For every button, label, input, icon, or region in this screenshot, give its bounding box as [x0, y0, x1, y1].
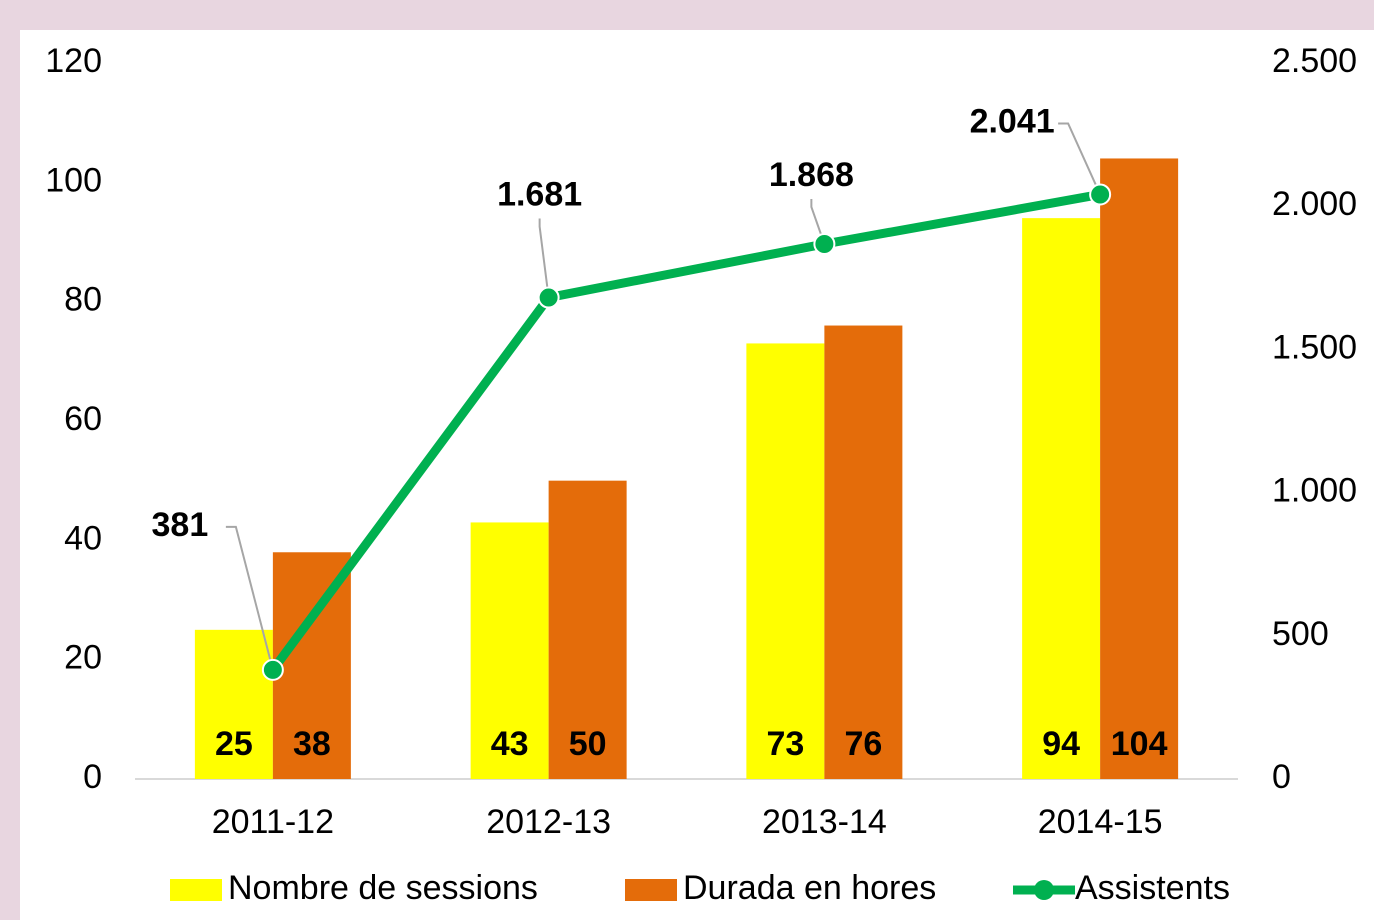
y-tick-label: 120 — [45, 42, 102, 80]
bar-label: 43 — [491, 725, 529, 763]
bar — [824, 325, 903, 779]
x-tick-label: 2013-14 — [762, 803, 887, 841]
bar — [1100, 158, 1179, 779]
bar — [272, 552, 351, 779]
bar — [746, 343, 825, 779]
leader-line — [1058, 122, 1102, 195]
line-label: 1.681 — [497, 176, 582, 214]
y-tick-label: 100 — [45, 161, 102, 199]
line-marker — [537, 286, 560, 309]
bar-label: 25 — [215, 725, 253, 763]
y2-tick-label: 2.500 — [1272, 42, 1357, 80]
line-marker — [261, 658, 284, 681]
leader-line — [538, 218, 550, 298]
legend-label: Durada en hores — [683, 869, 936, 907]
x-tick-label: 2014-15 — [1038, 803, 1163, 841]
bar — [1022, 218, 1101, 780]
bar-label: 76 — [844, 725, 882, 763]
line — [269, 190, 1101, 673]
bar-label: 50 — [569, 725, 607, 763]
y2-tick-label: 500 — [1272, 615, 1329, 653]
legend-label: Nombre de sessions — [228, 869, 538, 907]
x-tick-label: 2011-12 — [212, 803, 334, 841]
legend-swatch — [625, 879, 677, 901]
leader-line — [810, 199, 826, 245]
bar — [194, 629, 273, 779]
bar-label: 104 — [1111, 725, 1168, 763]
y-tick-label: 60 — [64, 400, 102, 438]
line-label: 1.868 — [769, 156, 854, 194]
line-marker — [813, 233, 836, 256]
line-label: 381 — [152, 506, 209, 544]
legend-label: Assistents — [1075, 869, 1230, 907]
bar-label: 73 — [766, 725, 804, 763]
x-tick-label: 2012-13 — [486, 803, 611, 841]
legend-swatch — [1034, 880, 1054, 900]
y2-tick-label: 0 — [1272, 758, 1291, 796]
y-tick-label: 80 — [64, 281, 102, 319]
bar — [470, 522, 549, 779]
y-tick-label: 40 — [64, 519, 102, 557]
y2-tick-label: 1.000 — [1272, 472, 1357, 510]
y-tick-label: 20 — [64, 639, 102, 677]
legend-swatch — [170, 879, 222, 901]
bar — [548, 480, 627, 779]
leader-line — [225, 525, 274, 671]
line-label: 2.041 — [970, 102, 1055, 140]
line-marker — [1089, 183, 1112, 206]
y2-tick-label: 2.000 — [1272, 185, 1357, 223]
bar-label: 94 — [1042, 725, 1080, 763]
bar-label: 38 — [293, 725, 331, 763]
y-tick-label: 0 — [83, 758, 102, 796]
y2-tick-label: 1.500 — [1272, 328, 1357, 366]
